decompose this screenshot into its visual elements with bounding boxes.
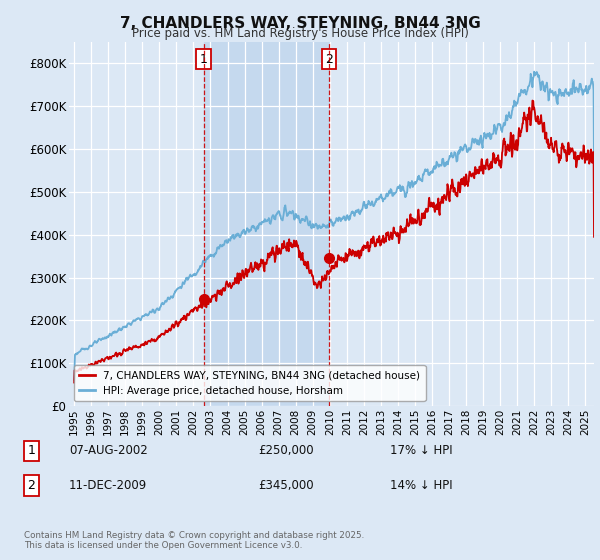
Text: Contains HM Land Registry data © Crown copyright and database right 2025.
This d: Contains HM Land Registry data © Crown c…: [24, 530, 364, 550]
Text: 2: 2: [27, 479, 35, 492]
Text: 17% ↓ HPI: 17% ↓ HPI: [390, 444, 452, 458]
Text: 1: 1: [27, 444, 35, 458]
Legend: 7, CHANDLERS WAY, STEYNING, BN44 3NG (detached house), HPI: Average price, detac: 7, CHANDLERS WAY, STEYNING, BN44 3NG (de…: [74, 365, 425, 401]
Bar: [203, 42, 329, 406]
Text: 1: 1: [200, 53, 208, 66]
Text: Price paid vs. HM Land Registry's House Price Index (HPI): Price paid vs. HM Land Registry's House …: [131, 27, 469, 40]
Text: £345,000: £345,000: [258, 479, 314, 492]
Text: 7, CHANDLERS WAY, STEYNING, BN44 3NG: 7, CHANDLERS WAY, STEYNING, BN44 3NG: [119, 16, 481, 31]
Text: 14% ↓ HPI: 14% ↓ HPI: [390, 479, 452, 492]
Text: 07-AUG-2002: 07-AUG-2002: [69, 444, 148, 458]
Text: 2: 2: [325, 53, 333, 66]
Text: £250,000: £250,000: [258, 444, 314, 458]
Text: 11-DEC-2009: 11-DEC-2009: [69, 479, 147, 492]
